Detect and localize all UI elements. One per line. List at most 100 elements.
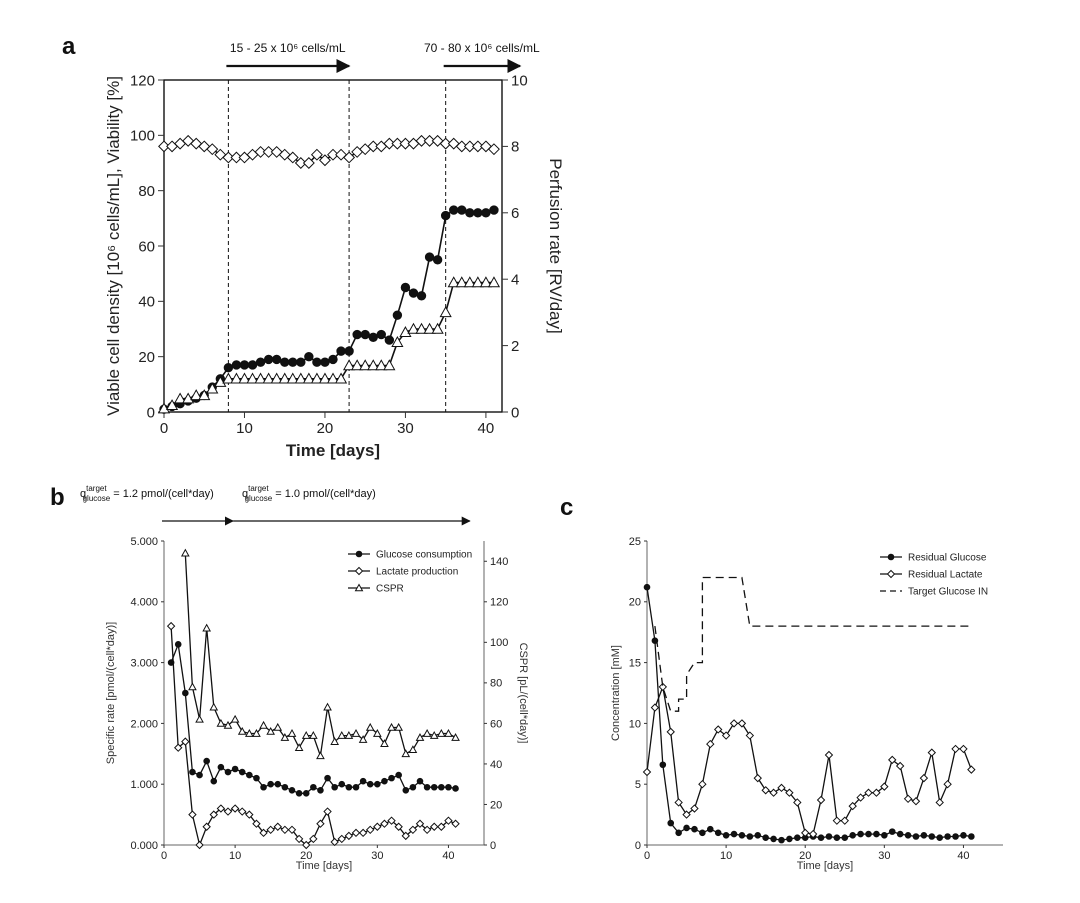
x-tick-label: 10: [236, 420, 253, 437]
data-point-cspr: [252, 729, 261, 737]
data-point-glucose-consumption: [430, 783, 438, 791]
data-point-viability: [367, 140, 380, 153]
data-point-viable-cell-density: [457, 205, 467, 215]
data-point-lactate-production: [408, 825, 418, 835]
data-point-glucose-consumption: [260, 783, 267, 791]
data-point-glucose-consumption: [388, 774, 395, 782]
data-point-residual-glucose: [888, 828, 896, 835]
data-point-glucose-consumption: [317, 786, 324, 794]
y2-axis-label: CSPR [pL/(cell*day)]: [517, 643, 529, 744]
data-point-cspr: [223, 720, 233, 729]
data-point-residual-lactate: [761, 786, 770, 795]
data-point-perfusion-rate: [214, 375, 227, 387]
x-tick-label: 30: [371, 850, 383, 862]
data-point-cspr: [237, 726, 247, 735]
data-point-residual-lactate: [785, 788, 794, 797]
data-point-glucose-consumption: [310, 783, 317, 791]
y-axis-label: Viable cell density [10⁶ cells/mL], Viab…: [104, 76, 123, 416]
data-point-residual-lactate: [848, 801, 857, 811]
data-point-cspr: [380, 739, 389, 747]
data-point-cspr: [365, 722, 375, 731]
data-point-glucose-consumption: [338, 780, 346, 788]
panel-c: 0 10 20 30 40 0 5 10 15 20 25 Time [days] Concentrat…: [610, 536, 1003, 872]
data-point-lactate-production: [280, 825, 290, 835]
data-point-glucose-consumption: [203, 757, 210, 765]
data-point-residual-glucose: [912, 833, 920, 840]
data-point-glucose-consumption: [196, 771, 203, 779]
data-point-cspr: [209, 702, 219, 711]
data-point-residual-lactate: [721, 731, 731, 740]
series-line-glucose-consumption: [170, 641, 456, 794]
data-point-viability: [455, 140, 468, 153]
data-point-residual-glucose: [746, 833, 754, 840]
y-tick-label: 1.000: [130, 779, 158, 791]
data-point-perfusion-rate: [415, 322, 428, 334]
data-point-lactate-production: [330, 837, 339, 847]
data-point-viable-cell-density: [440, 210, 451, 221]
data-point-viable-cell-density: [312, 357, 322, 367]
y2-tick-label: 0: [511, 404, 519, 421]
y2-tick-label: 100: [490, 637, 508, 649]
data-point-perfusion-rate: [222, 372, 235, 384]
data-point-cspr: [415, 733, 425, 741]
data-point-residual-lactate: [793, 798, 802, 807]
data-point-residual-glucose: [960, 831, 967, 839]
data-point-perfusion-rate: [254, 372, 267, 384]
data-point-viable-cell-density: [449, 205, 459, 215]
data-point-glucose-consumption: [324, 774, 331, 782]
data-point-viability: [471, 140, 484, 153]
data-point-residual-lactate: [698, 779, 707, 789]
data-point-viable-cell-density: [416, 291, 427, 301]
data-point-lactate-production: [387, 816, 396, 825]
data-point-glucose-consumption: [374, 780, 381, 788]
data-point-lactate-production: [373, 822, 382, 831]
data-point-viable-cell-density: [344, 346, 354, 356]
data-point-cspr: [337, 731, 347, 739]
y-axis-label: Specific rate [pmol/(cell*day)]: [105, 622, 117, 764]
data-point-glucose-consumption: [423, 783, 431, 791]
y-tick-label: 40: [138, 294, 155, 311]
y-tick-label: 5: [635, 779, 641, 791]
data-point-cspr: [351, 729, 361, 737]
q-target-label: qtarget glucose = 1.0 pmol/(cell*day): [242, 484, 376, 503]
data-point-residual-lactate: [650, 703, 660, 712]
data-point-residual-lactate: [690, 804, 699, 813]
data-point-residual-lactate: [777, 783, 786, 793]
data-point-viable-cell-density: [263, 354, 274, 365]
data-point-perfusion-rate: [318, 372, 332, 384]
data-point-viability: [310, 148, 323, 161]
q-target-label: qtarget glucose = 1.2 pmol/(cell*day): [80, 484, 214, 503]
x-tick-label: 20: [317, 420, 334, 437]
data-point-residual-lactate: [943, 779, 952, 789]
data-point-residual-lactate: [911, 797, 921, 806]
y-tick-label: 80: [138, 183, 155, 200]
data-point-residual-glucose: [738, 831, 746, 839]
data-point-cspr: [202, 623, 212, 632]
y-tick-label: 100: [130, 128, 155, 145]
data-point-viability: [415, 134, 428, 147]
data-point-glucose-consumption: [409, 783, 417, 791]
data-point-residual-lactate: [832, 816, 842, 825]
data-point-viability: [222, 151, 235, 164]
data-point-residual-glucose: [762, 834, 769, 842]
data-point-residual-lactate: [753, 773, 762, 783]
data-point-glucose-consumption: [182, 689, 189, 697]
y2-tick-label: 40: [490, 759, 502, 771]
data-point-viability: [463, 140, 476, 153]
data-point-glucose-consumption: [217, 763, 225, 771]
data-point-residual-lactate: [880, 782, 889, 791]
data-point-viable-cell-density: [481, 208, 491, 218]
data-point-residual-glucose: [643, 583, 651, 591]
data-point-residual-glucose: [928, 833, 936, 840]
data-point-cspr: [316, 751, 325, 760]
legend-marker: [355, 550, 363, 558]
data-point-perfusion-rate: [310, 372, 324, 384]
data-point-lactate-production: [223, 807, 233, 816]
data-point-viable-cell-density: [223, 363, 234, 373]
data-point-lactate-production: [401, 831, 410, 841]
data-point-perfusion-rate: [423, 322, 436, 334]
data-point-residual-lactate: [674, 798, 683, 807]
panel-label-a: a: [62, 33, 76, 60]
data-point-perfusion-rate: [334, 372, 348, 384]
